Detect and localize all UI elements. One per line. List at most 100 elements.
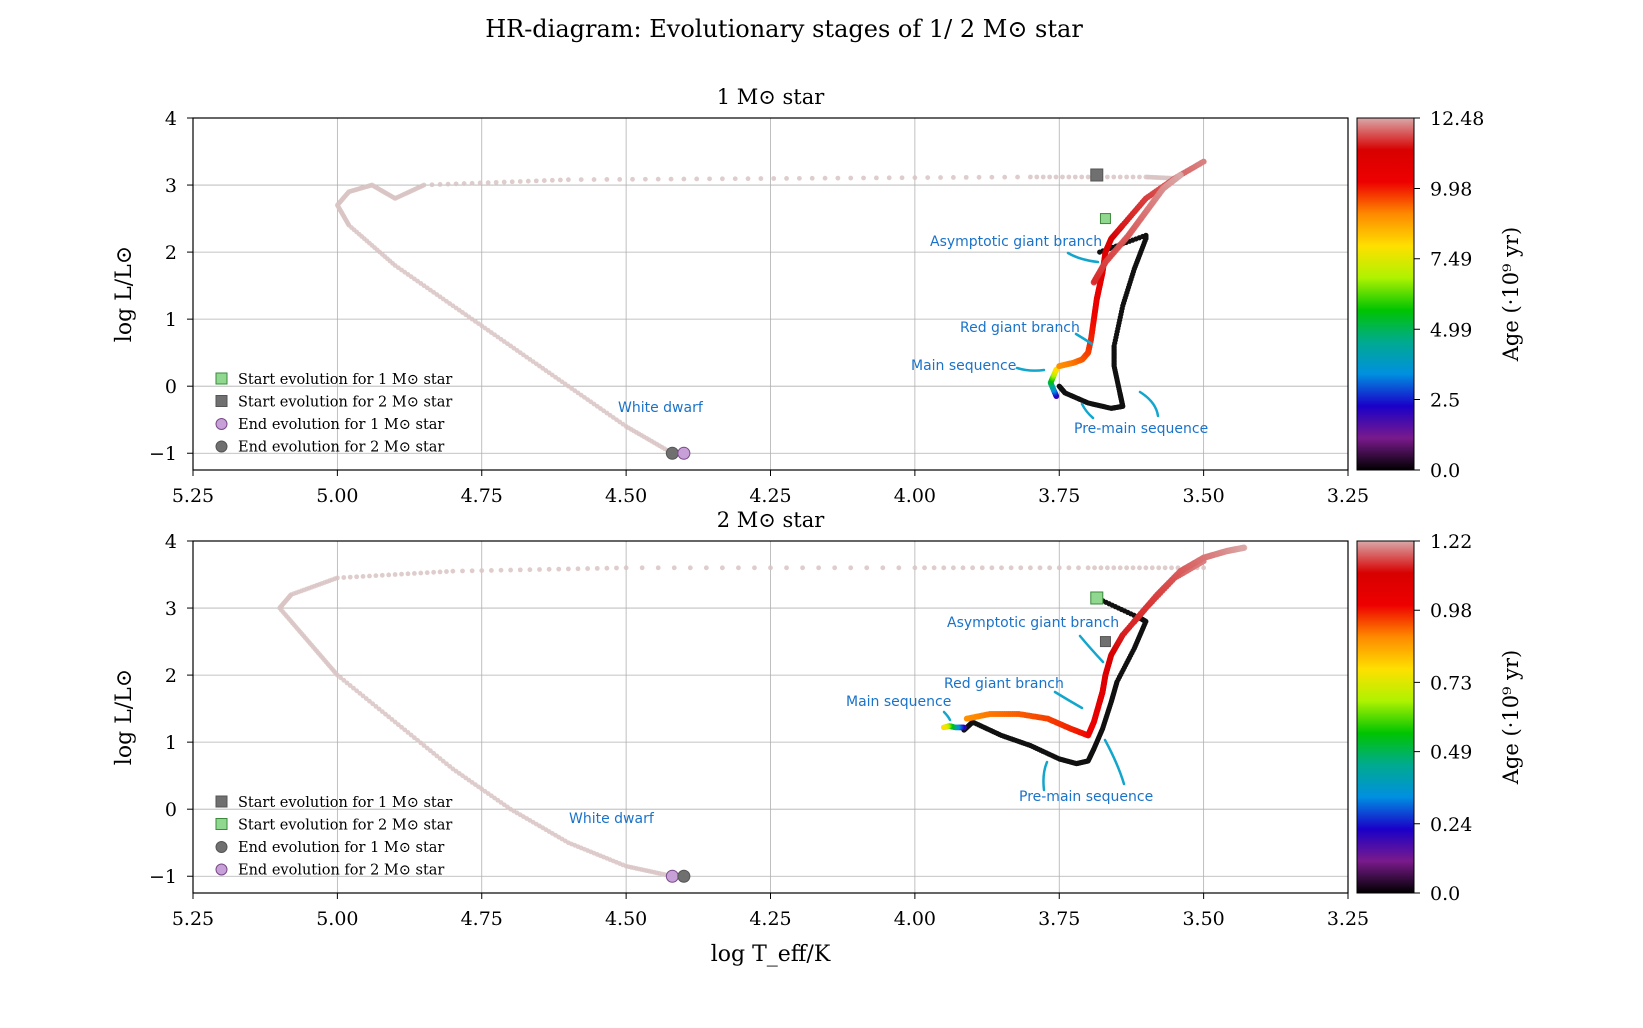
post-agb-point (461, 181, 467, 186)
axes-frame (192, 540, 1349, 894)
post-agb-point (338, 675, 343, 681)
end-marker-1 (677, 446, 691, 460)
agb-point (1240, 544, 1248, 551)
post-agb-point (719, 176, 725, 182)
post-agb-point (703, 565, 709, 571)
post-agb-point (771, 176, 777, 181)
post-agb-point (655, 565, 661, 571)
post-agb-point (479, 568, 485, 574)
post-agb-point (444, 761, 449, 767)
post-agb-point (386, 572, 392, 578)
post-agb-point (707, 176, 712, 182)
post-agb-point (354, 574, 360, 580)
post-agb-point (1104, 174, 1110, 180)
post-agb-point (341, 575, 347, 580)
post-agb-point (1130, 174, 1136, 180)
post-agb-point (424, 570, 430, 576)
post-agb-point (732, 176, 738, 182)
annotation-label: Pre-main sequence (1074, 421, 1208, 437)
post-agb-point (421, 743, 427, 748)
post-agb-point (389, 717, 395, 722)
y-tick-label: 4 (165, 108, 177, 130)
colorbar-tick-label: 4.99 (1430, 319, 1472, 341)
x-tick-label: 4.25 (749, 908, 791, 930)
colorbar-label: Age (·10⁹ yr) (1499, 227, 1523, 363)
post-agb-point (880, 565, 886, 571)
post-agb-point (578, 177, 584, 183)
post-agb-point (428, 748, 433, 754)
pre-main-sequence-point (1056, 383, 1062, 389)
legend-marker-circle (215, 841, 228, 853)
start-marker-2 (1090, 591, 1104, 605)
x-tick-label: 5.25 (172, 908, 214, 930)
post-agb-point (527, 567, 533, 573)
post-agb-point (379, 572, 385, 578)
annotation-label: White dwarf (618, 400, 704, 416)
post-agb-point (429, 182, 435, 188)
end-marker-2 (665, 446, 679, 460)
post-agb-point (477, 180, 483, 186)
post-agb-point (367, 573, 372, 579)
post-agb-point (822, 175, 828, 181)
post-agb-point (373, 573, 379, 579)
post-agb-point (864, 565, 870, 571)
post-agb-point (832, 565, 838, 571)
post-agb-point (1098, 565, 1104, 571)
post-agb-point (363, 696, 369, 701)
start-marker-1 (1099, 636, 1111, 648)
post-agb-point (447, 763, 453, 769)
post-agb-point (848, 565, 854, 571)
post-agb-point (784, 565, 789, 571)
x-tick-label: 4.00 (894, 908, 936, 930)
post-agb-point (1137, 174, 1142, 180)
post-agb-point (402, 727, 408, 733)
y-tick-label: 3 (165, 175, 177, 197)
post-agb-point (360, 693, 366, 699)
colorbar-tick-label: 7.49 (1430, 249, 1472, 271)
annotation-label: Asymptotic giant branch (930, 234, 1102, 250)
annotation-line (1078, 634, 1105, 664)
post-agb-point (950, 175, 956, 180)
post-agb-point (585, 566, 591, 571)
post-agb-point (373, 703, 379, 709)
post-agb-point (630, 176, 635, 182)
y-axis-label: log L/L⊙ (112, 246, 137, 342)
post-agb-point (415, 737, 420, 743)
annotation-line (1042, 738, 1126, 792)
annotation-label: Main sequence (911, 358, 1016, 374)
colorbar: 0.0 0.24 0.49 0.73 0.98 1.22 Age (·10⁹ yr) (1356, 531, 1523, 905)
post-agb-point (469, 180, 475, 186)
legend-label: End evolution for 1 M⊙ star (238, 840, 444, 856)
post-agb-point (395, 722, 401, 728)
post-agb-point (1047, 174, 1053, 180)
post-agb-point (989, 174, 995, 180)
post-agb-point (1002, 174, 1008, 180)
post-agb-point (434, 753, 440, 759)
post-agb-point (694, 176, 700, 182)
x-tick-label: 4.25 (749, 485, 791, 507)
post-agb-point (796, 175, 802, 181)
post-agb-point (896, 565, 902, 571)
colorbar-gradient (1356, 117, 1415, 471)
post-agb-point (334, 672, 340, 678)
post-agb-point (376, 706, 382, 712)
post-agb-point (816, 565, 822, 571)
post-agb-point (1162, 565, 1168, 571)
post-agb-point (347, 574, 353, 580)
y-axis-label: log L/L⊙ (112, 669, 137, 765)
post-agb-point (565, 177, 571, 183)
post-agb-point (861, 175, 866, 181)
agb-point (1177, 171, 1184, 179)
post-agb-point (341, 677, 347, 683)
colorbar-tick-label: 0.73 (1430, 672, 1472, 694)
post-agb-point (999, 565, 1004, 571)
figure-suptitle: HR-diagram: Evolutionary stages of 1/ 2 … (485, 15, 1083, 43)
colorbar-tick-label: 9.98 (1430, 179, 1472, 201)
post-agb-point (469, 568, 475, 574)
legend-label: End evolution for 1 M⊙ star (238, 417, 444, 433)
post-agb-point (450, 568, 456, 574)
post-agb-point (1027, 174, 1033, 180)
post-agb-point (549, 177, 555, 183)
post-agb-point (1169, 565, 1174, 571)
legend-label: Start evolution for 1 M⊙ star (238, 795, 452, 811)
